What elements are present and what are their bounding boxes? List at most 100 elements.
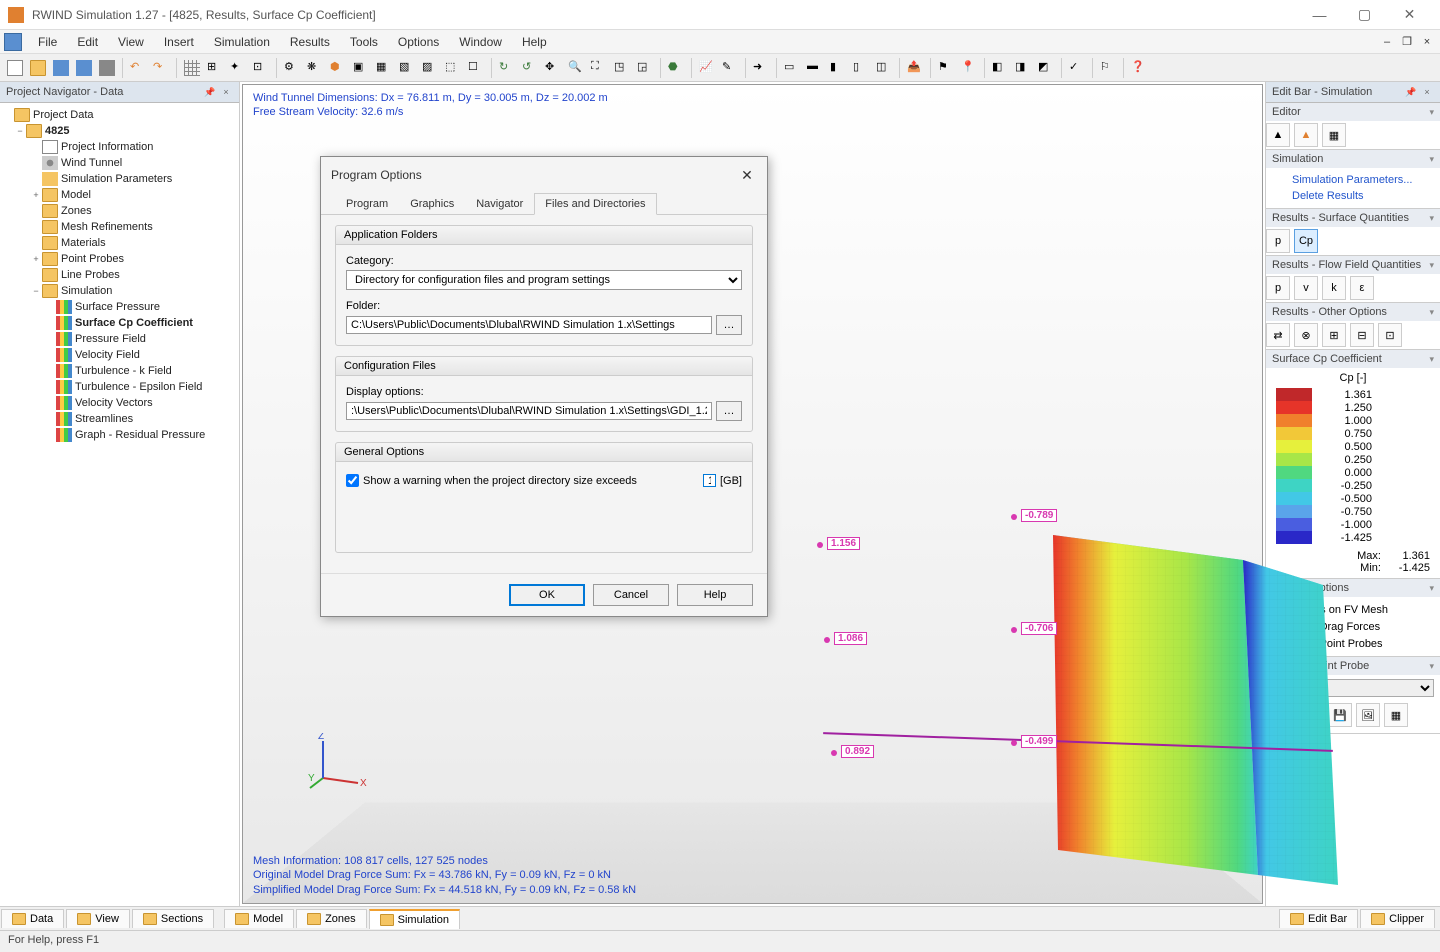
bottom-tab-clipper[interactable]: Clipper xyxy=(1360,909,1435,928)
redo-icon[interactable]: ↷ xyxy=(150,57,172,79)
layer2-icon[interactable]: ▬ xyxy=(804,57,826,79)
tree-item[interactable]: Mesh Refinements xyxy=(2,219,237,235)
category-select[interactable]: Directory for configuration files and pr… xyxy=(346,270,742,290)
shade2-icon[interactable]: ◨ xyxy=(1012,57,1034,79)
dialog-close-icon[interactable]: ✕ xyxy=(737,165,757,185)
ok-button[interactable]: OK xyxy=(509,584,585,606)
probe-tbl-icon[interactable]: ▦ xyxy=(1384,703,1408,727)
dialog-tab-1[interactable]: Graphics xyxy=(399,193,465,215)
other-btn-4[interactable]: ⊟ xyxy=(1350,323,1374,347)
help-button[interactable]: Help xyxy=(677,584,753,606)
other-btn-3[interactable]: ⊞ xyxy=(1322,323,1346,347)
minimize-button[interactable]: — xyxy=(1297,1,1342,29)
flow-btn-v[interactable]: v xyxy=(1294,276,1318,300)
layer1-icon[interactable]: ▭ xyxy=(781,57,803,79)
bottom-tab-sections[interactable]: Sections xyxy=(132,909,214,928)
warn-size-input[interactable] xyxy=(703,474,716,487)
export-icon[interactable]: 📤 xyxy=(904,57,926,79)
editor-btn-2[interactable]: ▲ xyxy=(1294,123,1318,147)
panel-close-icon[interactable]: × xyxy=(219,85,233,99)
tree-item[interactable]: Surface Cp Coefficient xyxy=(2,315,237,331)
open-icon[interactable] xyxy=(27,57,49,79)
project-tree[interactable]: Project Data − 4825 Project Information … xyxy=(0,103,239,906)
menu-insert[interactable]: Insert xyxy=(154,32,204,52)
tree-item[interactable]: Line Probes xyxy=(2,267,237,283)
tree-item[interactable]: Wind Tunnel xyxy=(2,155,237,171)
shade1-icon[interactable]: ◧ xyxy=(989,57,1011,79)
tree-item[interactable]: Velocity Field xyxy=(2,347,237,363)
rotate2-icon[interactable]: ↺ xyxy=(519,57,541,79)
marker1-icon[interactable]: ✓ xyxy=(1066,57,1088,79)
snap-icon[interactable]: ⊞ xyxy=(204,57,226,79)
iso-icon[interactable]: ⬣ xyxy=(665,57,687,79)
folder-input[interactable] xyxy=(346,316,712,334)
gear-icon[interactable]: ⚙ xyxy=(281,57,303,79)
editbar-pin-icon[interactable]: 📌 xyxy=(1404,85,1418,99)
bottom-tab-edit-bar[interactable]: Edit Bar xyxy=(1279,909,1358,928)
tree-item[interactable]: Materials xyxy=(2,235,237,251)
tree-root[interactable]: Project Data xyxy=(2,107,237,123)
warn-checkbox[interactable]: Show a warning when the project director… xyxy=(346,472,742,489)
tree-project[interactable]: − 4825 xyxy=(2,123,237,139)
tree-item[interactable]: Turbulence - k Field xyxy=(2,363,237,379)
editor-btn-3[interactable]: ▦ xyxy=(1322,123,1346,147)
dialog-tab-0[interactable]: Program xyxy=(335,193,399,215)
cancel-button[interactable]: Cancel xyxy=(593,584,669,606)
menu-view[interactable]: View xyxy=(108,32,154,52)
mdi-restore[interactable]: ❐ xyxy=(1398,33,1416,51)
measure-icon[interactable]: ⊡ xyxy=(250,57,272,79)
pin-icon[interactable]: 📍 xyxy=(958,57,980,79)
flow-btn-ε[interactable]: ε xyxy=(1350,276,1374,300)
zoom-icon[interactable]: 🔍 xyxy=(565,57,587,79)
editor-btn-1[interactable]: ▲ xyxy=(1266,123,1290,147)
save-icon[interactable] xyxy=(50,57,72,79)
other-btn-5[interactable]: ⊡ xyxy=(1378,323,1402,347)
tree-item[interactable]: − Simulation xyxy=(2,283,237,299)
mdi-minimize[interactable]: – xyxy=(1378,33,1396,51)
box4-icon[interactable]: ▨ xyxy=(419,57,441,79)
maximize-button[interactable]: ▢ xyxy=(1342,1,1387,29)
edit-icon[interactable]: ✎ xyxy=(719,57,741,79)
display-options-input[interactable] xyxy=(346,402,712,420)
view1-icon[interactable]: ◳ xyxy=(611,57,633,79)
run-icon[interactable]: ⬢ xyxy=(327,57,349,79)
close-button[interactable]: ✕ xyxy=(1387,1,1432,29)
sim-params-link[interactable]: Simulation Parameters... xyxy=(1272,172,1434,188)
bottom-tab-view[interactable]: View xyxy=(66,909,130,928)
help-icon[interactable]: ❓ xyxy=(1128,57,1150,79)
bottom-tab-data[interactable]: Data xyxy=(1,909,64,928)
tree-item[interactable]: Surface Pressure xyxy=(2,299,237,315)
folder-browse-button[interactable]: … xyxy=(716,315,742,335)
tree-item[interactable]: Velocity Vectors xyxy=(2,395,237,411)
tree-item[interactable]: Project Information xyxy=(2,139,237,155)
menu-results[interactable]: Results xyxy=(280,32,340,52)
fit-icon[interactable]: ⛶ xyxy=(588,57,610,79)
tree-item[interactable]: Simulation Parameters xyxy=(2,171,237,187)
menu-window[interactable]: Window xyxy=(449,32,512,52)
tree-item[interactable]: Turbulence - Epsilon Field xyxy=(2,379,237,395)
mdi-close[interactable]: × xyxy=(1418,33,1436,51)
menu-file[interactable]: File xyxy=(28,32,67,52)
menu-options[interactable]: Options xyxy=(388,32,449,52)
surf-btn-Cp[interactable]: Cp xyxy=(1294,229,1318,253)
surf-btn-p[interactable]: p xyxy=(1266,229,1290,253)
flow-btn-k[interactable]: k xyxy=(1322,276,1346,300)
rotate1-icon[interactable]: ↻ xyxy=(496,57,518,79)
tree-item[interactable]: Zones xyxy=(2,203,237,219)
other-btn-1[interactable]: ⇄ xyxy=(1266,323,1290,347)
menu-edit[interactable]: Edit xyxy=(67,32,108,52)
tree-item[interactable]: Pressure Field xyxy=(2,331,237,347)
layer5-icon[interactable]: ◫ xyxy=(873,57,895,79)
editbar-close-icon[interactable]: × xyxy=(1420,85,1434,99)
dialog-tab-2[interactable]: Navigator xyxy=(465,193,534,215)
bottom-tab-model[interactable]: Model xyxy=(224,909,294,928)
dialog-tab-3[interactable]: Files and Directories xyxy=(534,193,656,215)
flag-icon[interactable]: ⚑ xyxy=(935,57,957,79)
grid-icon[interactable] xyxy=(181,57,203,79)
layer4-icon[interactable]: ▯ xyxy=(850,57,872,79)
menu-tools[interactable]: Tools xyxy=(340,32,388,52)
box2-icon[interactable]: ▦ xyxy=(373,57,395,79)
bottom-tab-simulation[interactable]: Simulation xyxy=(369,909,460,929)
undo-icon[interactable]: ↶ xyxy=(127,57,149,79)
layer3-icon[interactable]: ▮ xyxy=(827,57,849,79)
